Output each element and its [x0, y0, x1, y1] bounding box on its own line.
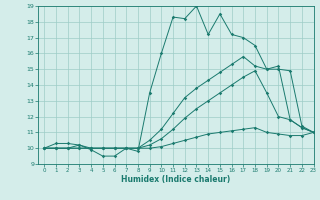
X-axis label: Humidex (Indice chaleur): Humidex (Indice chaleur)	[121, 175, 231, 184]
